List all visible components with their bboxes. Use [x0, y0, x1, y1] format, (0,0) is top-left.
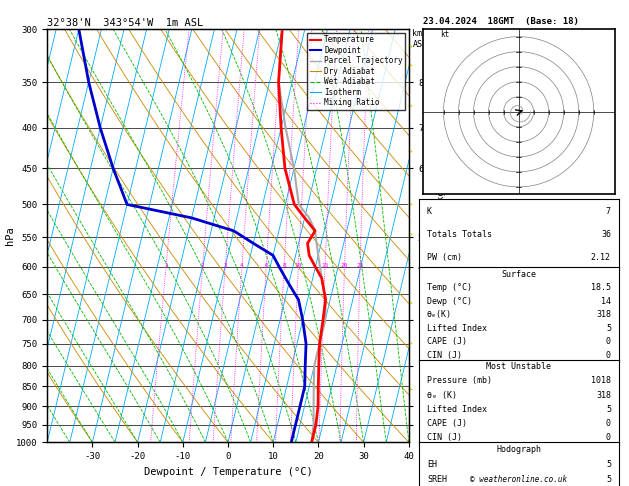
Text: 36: 36	[601, 230, 611, 239]
Text: 0: 0	[606, 419, 611, 428]
Text: 10: 10	[294, 263, 302, 268]
Text: 23.04.2024  18GMT  (Base: 18): 23.04.2024 18GMT (Base: 18)	[423, 17, 579, 26]
Text: PW (cm): PW (cm)	[427, 254, 462, 262]
Text: CAPE (J): CAPE (J)	[427, 419, 467, 428]
Text: 3: 3	[223, 263, 227, 268]
Text: θₑ(K): θₑ(K)	[427, 310, 452, 319]
Text: Temp (°C): Temp (°C)	[427, 283, 472, 292]
X-axis label: Dewpoint / Temperature (°C): Dewpoint / Temperature (°C)	[143, 467, 313, 477]
Text: 0: 0	[606, 433, 611, 442]
Text: 32°38'N  343°54'W  1m ASL: 32°38'N 343°54'W 1m ASL	[47, 18, 203, 28]
Text: EH: EH	[427, 460, 437, 469]
Text: CIN (J): CIN (J)	[427, 433, 462, 442]
Text: 6: 6	[264, 263, 268, 268]
Text: 2: 2	[201, 263, 204, 268]
Text: Surface: Surface	[501, 270, 537, 278]
Text: 5: 5	[606, 405, 611, 414]
Text: Most Unstable: Most Unstable	[486, 362, 552, 371]
Text: 18.5: 18.5	[591, 283, 611, 292]
Text: 4: 4	[240, 263, 243, 268]
Text: K: K	[427, 207, 432, 215]
Y-axis label: Mixing Ratio (g/kg): Mixing Ratio (g/kg)	[437, 185, 446, 287]
Text: 5: 5	[606, 460, 611, 469]
Text: 0: 0	[606, 351, 611, 360]
Text: θₑ (K): θₑ (K)	[427, 391, 457, 399]
Text: 1018: 1018	[591, 376, 611, 385]
Text: CIN (J): CIN (J)	[427, 351, 462, 360]
Text: SREH: SREH	[427, 475, 447, 485]
Text: Hodograph: Hodograph	[496, 445, 542, 454]
Text: 318: 318	[596, 391, 611, 399]
Text: km
ASL: km ASL	[413, 29, 428, 49]
Text: 15: 15	[321, 263, 329, 268]
Text: Dewp (°C): Dewp (°C)	[427, 296, 472, 306]
Text: 318: 318	[596, 310, 611, 319]
Text: 1: 1	[164, 263, 168, 268]
Text: 5: 5	[606, 324, 611, 333]
Text: 5: 5	[606, 475, 611, 485]
Text: 8: 8	[282, 263, 286, 268]
Text: 2.12: 2.12	[591, 254, 611, 262]
Text: 20: 20	[341, 263, 348, 268]
Text: CAPE (J): CAPE (J)	[427, 337, 467, 346]
Text: kt: kt	[440, 30, 450, 39]
Text: © weatheronline.co.uk: © weatheronline.co.uk	[470, 474, 567, 484]
Text: Lifted Index: Lifted Index	[427, 405, 487, 414]
Text: Totals Totals: Totals Totals	[427, 230, 492, 239]
Text: 14: 14	[601, 296, 611, 306]
Y-axis label: hPa: hPa	[4, 226, 14, 245]
Text: Pressure (mb): Pressure (mb)	[427, 376, 492, 385]
Legend: Temperature, Dewpoint, Parcel Trajectory, Dry Adiabat, Wet Adiabat, Isotherm, Mi: Temperature, Dewpoint, Parcel Trajectory…	[308, 33, 405, 110]
Text: 25: 25	[356, 263, 364, 268]
Text: Lifted Index: Lifted Index	[427, 324, 487, 333]
Text: 7: 7	[606, 207, 611, 215]
Text: 0: 0	[606, 337, 611, 346]
